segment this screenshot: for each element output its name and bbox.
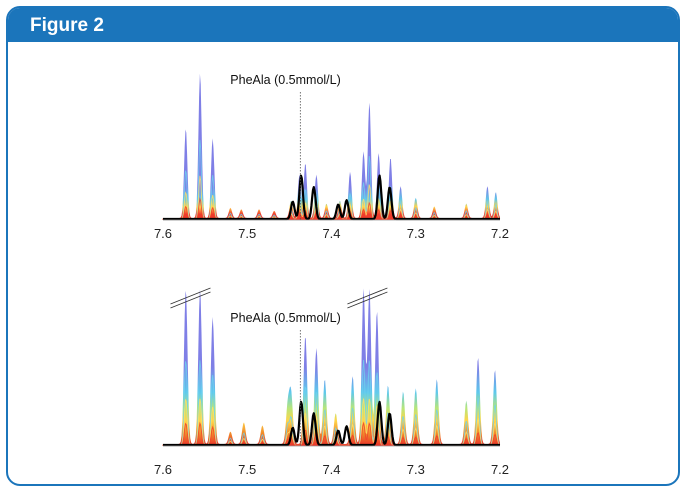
spectrum-peak-point bbox=[478, 357, 479, 358]
spectrum-peak-point bbox=[243, 422, 244, 423]
pheala-reference-line bbox=[162, 400, 501, 447]
spectrum-peak-point bbox=[262, 425, 263, 426]
spectrum-peak-point bbox=[291, 394, 292, 395]
spectrum-fill bbox=[163, 73, 500, 220]
spectrum-peak-point bbox=[185, 288, 186, 289]
spectrum-peak-point bbox=[299, 174, 300, 175]
spectrum-peak-point bbox=[390, 157, 391, 158]
spectrum-peak-point bbox=[324, 378, 325, 379]
spectrum-peak-point bbox=[258, 209, 259, 210]
figure-header: Figure 2 bbox=[8, 8, 678, 42]
x-tick-label: 7.3 bbox=[407, 462, 425, 477]
x-tick-label: 7.4 bbox=[322, 226, 340, 241]
x-tick-label: 7.5 bbox=[238, 226, 256, 241]
spectrum-peak-point bbox=[316, 174, 317, 175]
spectrum-peak-point bbox=[494, 369, 495, 370]
spectrum-peak-point bbox=[369, 288, 370, 289]
x-tick-label: 7.5 bbox=[238, 462, 256, 477]
spectrum-peak-point bbox=[400, 186, 401, 187]
spectrum-panel-top: 7.6 7.5 7.4 7.3 7.2 PheAla (0.5mmol/L) bbox=[154, 72, 509, 241]
spectrum-peak-point bbox=[212, 138, 213, 139]
spectrum-peak-point bbox=[230, 207, 231, 208]
spectrum-peak-point bbox=[274, 210, 275, 211]
x-tick-label: 7.4 bbox=[322, 462, 340, 477]
spectrum-peak-point bbox=[230, 431, 231, 432]
spectrum-peak-point bbox=[487, 186, 488, 187]
spectrum-panel-bottom: 7.6 7.5 7.4 7.3 7.2 PheAla (0.5mmol/L) bbox=[154, 287, 509, 477]
axis-break-mark bbox=[347, 287, 388, 305]
spectrum-peak-point bbox=[212, 316, 213, 317]
spectrum-peak-point bbox=[363, 288, 364, 289]
figure-title: Figure 2 bbox=[30, 15, 104, 36]
pheala-reference-line bbox=[162, 174, 501, 221]
spectrum-peak-point bbox=[326, 203, 327, 204]
spectrum-peak-point bbox=[305, 335, 306, 336]
axis-break-mark bbox=[170, 287, 211, 305]
x-tick-label: 7.2 bbox=[491, 462, 509, 477]
spectrum-peak-point bbox=[352, 375, 353, 376]
x-tick-label: 7.2 bbox=[491, 226, 509, 241]
spectrum-peak-point bbox=[436, 378, 437, 379]
spectrum-peak-point bbox=[200, 288, 201, 289]
spectrum-peak-point bbox=[369, 101, 370, 102]
spectrum-peak-point bbox=[466, 203, 467, 204]
spectrum-peak-point bbox=[305, 162, 306, 163]
spectrum-peak-point bbox=[349, 171, 350, 172]
spectrum-peak-point bbox=[291, 200, 292, 201]
spectrum-peak-point bbox=[363, 151, 364, 152]
spectrum-peak-point bbox=[287, 406, 288, 407]
x-tick-label: 7.6 bbox=[154, 462, 172, 477]
spectrum-peak-point bbox=[185, 128, 186, 129]
spectrum-peak-point bbox=[466, 400, 467, 401]
annotation-label: PheAla (0.5mmol/L) bbox=[230, 73, 340, 87]
spectrum-peak-point bbox=[241, 209, 242, 210]
x-tick-label: 7.3 bbox=[407, 226, 425, 241]
spectrum-peak-point bbox=[335, 412, 336, 413]
axis-break-mark bbox=[347, 291, 388, 309]
spectrum-peak-point bbox=[415, 388, 416, 389]
spectrum-peak-point bbox=[403, 391, 404, 392]
annotation-label: PheAla (0.5mmol/L) bbox=[230, 311, 340, 325]
spectrum-peak-point bbox=[200, 72, 201, 73]
spectrum-fill bbox=[163, 288, 500, 446]
axis-break-mark bbox=[170, 291, 211, 309]
spectrum-peak-point bbox=[434, 206, 435, 207]
spectrum-peak-point bbox=[376, 310, 377, 311]
spectrum-peak-point bbox=[339, 200, 340, 201]
spectrum-peak-point bbox=[378, 152, 379, 153]
spectrum-peak-point bbox=[316, 347, 317, 348]
figure-frame: Figure 2 bbox=[6, 6, 680, 486]
x-tick-label: 7.6 bbox=[154, 226, 172, 241]
spectrum-peak-point bbox=[387, 385, 388, 386]
spectrum-peak-point bbox=[495, 191, 496, 192]
spectrum-peak-point bbox=[415, 197, 416, 198]
